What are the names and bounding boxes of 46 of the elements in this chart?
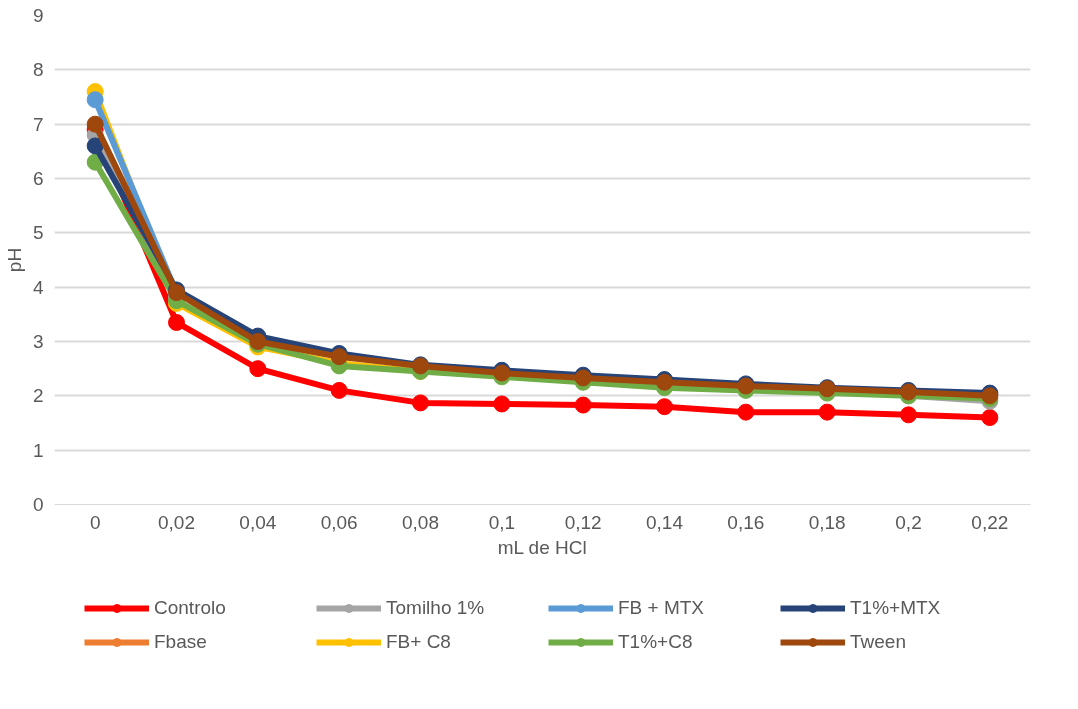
legend-label: Controlo: [154, 597, 227, 619]
point: [168, 314, 185, 331]
y-tick-label: 7: [32, 113, 44, 135]
x-tick-label: 0,14: [646, 511, 684, 533]
point: [86, 115, 104, 133]
x-tick-label: 0,16: [727, 511, 765, 533]
y-tick-label: 8: [32, 59, 44, 81]
x-tick-label: 0,04: [239, 511, 277, 533]
point: [86, 137, 104, 155]
point: [656, 398, 673, 416]
x-tick-label: 0,06: [320, 511, 358, 533]
legend-label: T1%+C8: [618, 631, 694, 653]
y-tick-label: 5: [32, 222, 44, 244]
point: [249, 360, 267, 378]
point: [900, 406, 917, 424]
x-tick-label: 0,1: [488, 511, 516, 533]
point: [330, 381, 348, 399]
x-tick-label: 0,2: [895, 511, 922, 533]
legend-label: Fbase: [154, 631, 208, 653]
legend-label: FB + MTX: [618, 597, 706, 619]
point: [574, 396, 592, 414]
y-tick-label: 2: [32, 385, 44, 407]
point: [493, 395, 511, 413]
point: [737, 403, 755, 421]
legend-label: Tomilho 1%: [386, 597, 486, 619]
x-tick-label: 0,18: [808, 511, 846, 533]
x-tick-label: 0,22: [971, 511, 1009, 533]
y-tick-label: 9: [32, 5, 44, 26]
y-tick-label: 6: [32, 168, 44, 189]
y-tick-label: 4: [32, 276, 44, 298]
x-tick-label: 0,12: [564, 511, 602, 533]
legend-label: T1%+MTX: [850, 597, 942, 619]
point: [818, 403, 836, 421]
y-tick-label: 1: [32, 439, 44, 461]
y-axis-title: pH: [3, 247, 25, 273]
legend-label: FB+ C8: [386, 631, 452, 653]
y-tick-label: 0: [32, 494, 44, 515]
x-axis-title: mL de HCl: [497, 536, 587, 558]
x-tick-label: 0: [89, 511, 101, 533]
y-tick-label: 3: [32, 331, 44, 352]
x-tick-label: 0,08: [402, 511, 439, 533]
point: [981, 409, 999, 427]
x-tick-label: 0,02: [158, 511, 195, 533]
legend-label: Tween: [850, 631, 907, 653]
point: [412, 394, 429, 412]
point: [86, 91, 104, 109]
